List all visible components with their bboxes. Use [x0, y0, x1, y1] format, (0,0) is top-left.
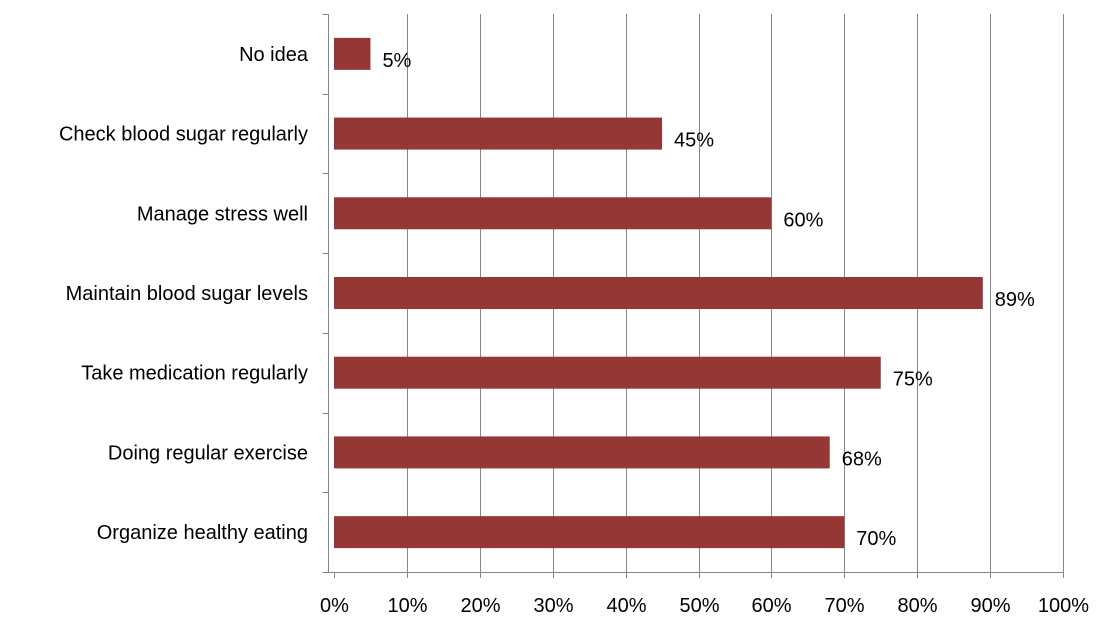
x-tick-labels: 0% 10% 20% 30% 40% 50% 60% 70% 80% 90% 100% [320, 595, 1089, 617]
category-label: Doing regular exercise [108, 442, 308, 464]
category-label: Take medication regularly [81, 363, 308, 385]
bar [334, 197, 772, 230]
x-tick-label: 100% [1038, 595, 1089, 617]
x-tick-label: 30% [533, 595, 573, 617]
data-label: 70% [856, 528, 896, 550]
category-label: Manage stress well [137, 203, 308, 225]
category-label: Organize healthy eating [97, 522, 308, 544]
category-label: No idea [239, 44, 309, 66]
x-tick-label: 80% [897, 595, 937, 617]
x-tick-label: 20% [460, 595, 500, 617]
category-label: Check blood sugar regularly [59, 124, 308, 146]
data-labels: 5% 45% 60% 89% 75% 68% 70% [382, 50, 1035, 550]
data-label: 75% [893, 369, 933, 391]
axes [322, 14, 1064, 578]
data-label: 5% [382, 50, 411, 72]
x-tick-label: 0% [320, 595, 349, 617]
x-tick-label: 10% [387, 595, 427, 617]
bar [334, 516, 845, 549]
data-label: 45% [674, 130, 714, 152]
data-label: 89% [995, 289, 1035, 311]
category-label: Maintain blood sugar levels [66, 283, 308, 305]
data-label: 68% [842, 448, 882, 470]
x-tick-label: 70% [824, 595, 864, 617]
bar [334, 117, 663, 150]
bar [334, 436, 830, 469]
data-label: 60% [783, 209, 823, 231]
x-tick-label: 90% [970, 595, 1010, 617]
bar [334, 37, 371, 70]
category-labels: No idea Check blood sugar regularly Manage… [59, 44, 309, 544]
bar [334, 277, 983, 309]
x-tick-label: 40% [606, 595, 646, 617]
x-tick-label: 50% [679, 595, 719, 617]
bar [334, 356, 881, 389]
x-tick-label: 60% [751, 595, 791, 617]
bars [334, 37, 983, 549]
